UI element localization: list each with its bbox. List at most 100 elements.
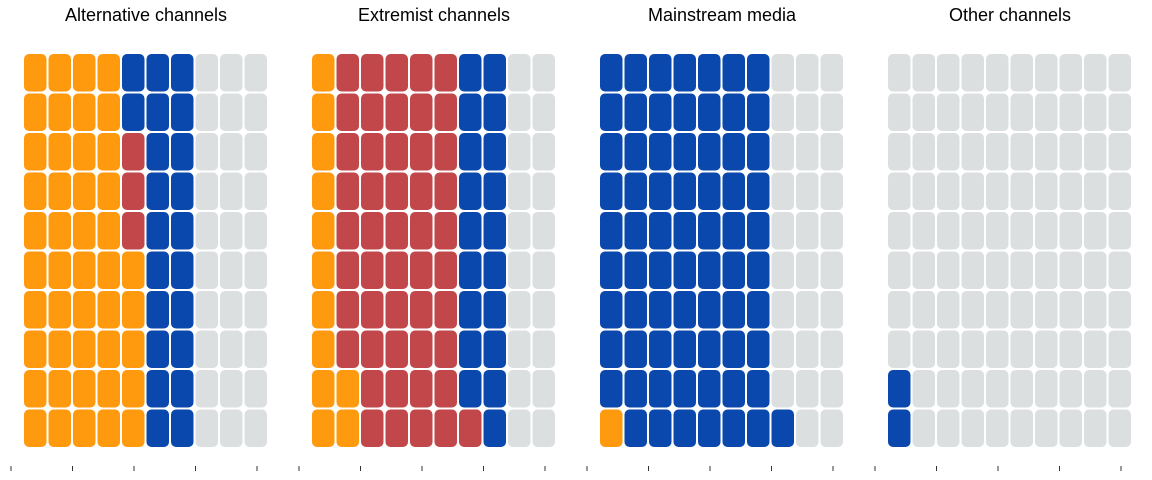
waffle-cell-blue: [698, 409, 721, 447]
waffle-cell-blue: [698, 330, 721, 368]
waffle-cell-blue: [698, 133, 721, 171]
waffle-cell-empty: [796, 251, 819, 289]
waffle-cell-orange: [312, 291, 335, 329]
waffle-cell-empty: [1084, 172, 1107, 210]
waffle-cell-red: [434, 409, 457, 447]
waffle-cell-empty: [508, 409, 531, 447]
waffle-cell-empty: [771, 133, 794, 171]
waffle-cell-blue: [673, 370, 696, 408]
waffle-cell-empty: [220, 370, 243, 408]
waffle-cell-empty: [532, 251, 555, 289]
waffle-cell-orange: [73, 54, 96, 92]
waffle-cell-red: [122, 133, 145, 171]
waffle-cell-empty: [195, 291, 218, 329]
waffle-cell-blue: [459, 370, 482, 408]
waffle-cell-orange: [336, 409, 359, 447]
panel-title-alternative: Alternative channels: [64, 5, 228, 25]
waffle-cell-empty: [888, 251, 911, 289]
waffle-cell-empty: [937, 291, 960, 329]
waffle-cell-blue: [459, 330, 482, 368]
waffle-cell-empty: [796, 409, 819, 447]
waffle-cell-empty: [220, 251, 243, 289]
panel-title-extremist: Extremist channels: [357, 5, 511, 25]
waffle-cell-empty: [771, 330, 794, 368]
waffle-cell-empty: [244, 212, 267, 250]
waffle-cell-orange: [97, 54, 120, 92]
waffle-cell-blue: [722, 291, 745, 329]
waffle-cell-red: [385, 172, 408, 210]
waffle-cell-blue: [459, 93, 482, 131]
waffle-cell-empty: [986, 172, 1009, 210]
waffle-cell-empty: [937, 370, 960, 408]
waffle-cell-red: [336, 172, 359, 210]
waffle-cell-empty: [1035, 291, 1058, 329]
waffle-cell-blue: [722, 409, 745, 447]
waffle-cell-empty: [961, 251, 984, 289]
waffle-cell-empty: [1108, 409, 1131, 447]
waffle-cell-empty: [532, 93, 555, 131]
waffle-cell-red: [434, 330, 457, 368]
waffle-cell-orange: [312, 54, 335, 92]
waffle-cell-orange: [73, 133, 96, 171]
waffle-cell-red: [336, 291, 359, 329]
waffle-panel-extremist: [298, 54, 555, 471]
waffle-cell-blue: [698, 93, 721, 131]
waffle-cell-empty: [1059, 93, 1082, 131]
waffle-cell-empty: [195, 409, 218, 447]
waffle-cell-blue: [747, 330, 770, 368]
waffle-cell-empty: [532, 291, 555, 329]
waffle-cell-empty: [1035, 251, 1058, 289]
waffle-cell-empty: [1059, 291, 1082, 329]
waffle-cell-blue: [624, 212, 647, 250]
waffle-cell-empty: [508, 133, 531, 171]
waffle-cell-empty: [888, 93, 911, 131]
waffle-cell-blue: [171, 330, 194, 368]
waffle-cell-blue: [747, 93, 770, 131]
waffle-cell-blue: [600, 54, 623, 92]
waffle-cell-blue: [649, 133, 672, 171]
waffle-cell-empty: [220, 133, 243, 171]
waffle-cell-orange: [48, 409, 71, 447]
waffle-cell-empty: [1010, 291, 1033, 329]
waffle-cell-red: [336, 251, 359, 289]
waffle-cell-red: [385, 212, 408, 250]
waffle-cell-blue: [459, 291, 482, 329]
waffle-cell-empty: [1010, 93, 1033, 131]
waffle-cell-blue: [698, 172, 721, 210]
waffle-cell-red: [361, 291, 384, 329]
waffle-cell-red: [434, 133, 457, 171]
waffle-cell-empty: [1059, 251, 1082, 289]
waffle-cell-empty: [508, 251, 531, 289]
waffle-cell-red: [336, 330, 359, 368]
waffle-cell-red: [410, 370, 433, 408]
waffle-cell-blue: [600, 370, 623, 408]
waffle-cell-blue: [722, 93, 745, 131]
waffle-cell-blue: [747, 370, 770, 408]
waffle-cell-empty: [532, 212, 555, 250]
waffle-cell-empty: [961, 54, 984, 92]
waffle-cell-empty: [244, 291, 267, 329]
waffle-cell-empty: [820, 172, 843, 210]
waffle-cell-blue: [673, 409, 696, 447]
waffle-cell-blue: [600, 172, 623, 210]
waffle-cell-orange: [24, 172, 47, 210]
waffle-cell-orange: [48, 291, 71, 329]
waffle-cell-orange: [73, 370, 96, 408]
waffle-cell-red: [336, 93, 359, 131]
waffle-cell-orange: [122, 291, 145, 329]
waffle-cell-blue: [171, 251, 194, 289]
waffle-cell-empty: [771, 251, 794, 289]
waffle-cell-empty: [796, 133, 819, 171]
waffle-cell-blue: [747, 54, 770, 92]
waffle-cell-red: [385, 251, 408, 289]
waffle-cell-empty: [820, 212, 843, 250]
waffle-cell-empty: [912, 133, 935, 171]
waffle-cell-blue: [722, 212, 745, 250]
waffle-cell-blue: [722, 54, 745, 92]
waffle-cell-red: [434, 212, 457, 250]
waffle-cell-blue: [649, 330, 672, 368]
waffle-cell-orange: [336, 370, 359, 408]
waffle-cell-blue: [483, 251, 506, 289]
waffle-cell-blue: [122, 93, 145, 131]
waffle-cell-red: [410, 409, 433, 447]
